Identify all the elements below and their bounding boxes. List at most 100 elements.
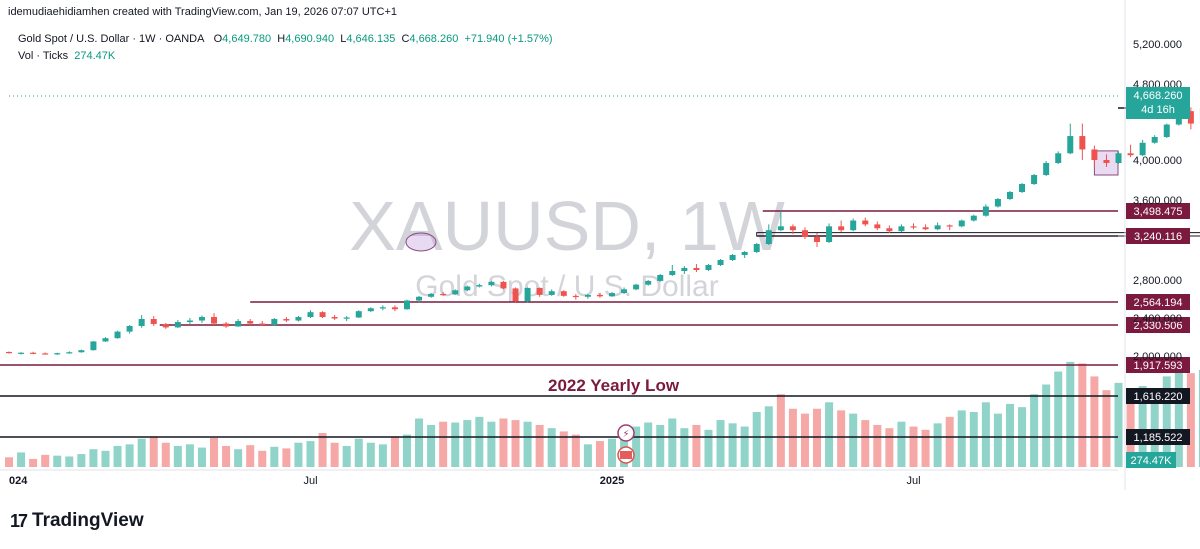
- volume-bar-31: [378, 444, 387, 467]
- candle-body-7: [90, 341, 97, 351]
- candle-body-64: [777, 226, 784, 231]
- candle-body-60: [729, 255, 736, 261]
- volume-bar-18: [222, 445, 231, 467]
- candle-body-26: [319, 312, 326, 318]
- highlight-ellipse: [405, 232, 437, 252]
- candle-body-30: [367, 308, 374, 312]
- volume-bar-3: [41, 454, 50, 467]
- volume-bar-94: [1138, 386, 1147, 467]
- annotation-text: 2022 Yearly Low: [548, 376, 680, 395]
- volume-bar-68: [825, 402, 834, 467]
- symbol-legend[interactable]: Gold Spot / U.S. Dollar · 1W · OANDA O4,…: [18, 33, 553, 45]
- level-badge-3: [1126, 294, 1190, 310]
- candle-body-83: [1006, 192, 1013, 199]
- volume-bar-67: [813, 408, 822, 467]
- volume-bar-6: [77, 454, 86, 467]
- candle-body-54: [657, 275, 664, 281]
- volume-bar-97: [1174, 361, 1183, 467]
- low-label: L: [340, 33, 347, 45]
- volume-bar-19: [234, 449, 243, 467]
- candle-body-10: [126, 325, 133, 332]
- volume-bar-85: [1030, 394, 1039, 467]
- level-badge-4: [1126, 317, 1190, 333]
- candle-body-82: [994, 199, 1001, 207]
- candle-body-4: [54, 353, 61, 355]
- volume-bar-14: [173, 445, 182, 467]
- volume-bar-24: [294, 442, 303, 467]
- candle-body-78: [946, 225, 953, 227]
- candle-body-48: [584, 294, 591, 297]
- candle-body-0: [6, 351, 12, 354]
- volume-bar-41: [499, 418, 508, 467]
- volume-bar-95: [1150, 390, 1159, 467]
- volume-bar-25: [306, 441, 315, 467]
- volume-bar-32: [390, 436, 399, 467]
- low-value: 4,646.135: [346, 33, 396, 45]
- volume-bar-5: [65, 456, 74, 467]
- volume-bar-69: [837, 410, 846, 467]
- current-price-label: 4,668.260: [1134, 90, 1183, 102]
- candle-body-12: [150, 319, 157, 325]
- candle-body-55: [669, 271, 676, 276]
- candle-body-20: [247, 321, 254, 324]
- candle-body-81: [982, 206, 989, 216]
- candle-body-94: [1139, 142, 1146, 156]
- level-badge-2: [1126, 228, 1190, 244]
- volume-bar-12: [149, 436, 158, 467]
- volume-bar-55: [668, 418, 677, 467]
- volume-legend[interactable]: Vol · Ticks 274.47K: [18, 50, 115, 62]
- candle-body-79: [958, 220, 965, 227]
- candle-body-67: [814, 237, 821, 243]
- candle-body-98: [1187, 111, 1194, 124]
- x-tick-2: 2025: [600, 475, 624, 487]
- volume-bar-34: [415, 418, 424, 467]
- candle-body-2: [30, 352, 37, 354]
- volume-bar-72: [873, 424, 882, 467]
- candle-body-19: [235, 321, 242, 327]
- candle-body-92: [1115, 153, 1122, 163]
- candle-body-40: [488, 281, 495, 286]
- candle-body-1: [18, 352, 25, 354]
- volume-bar-40: [487, 421, 496, 467]
- volume-bar-28: [342, 445, 351, 467]
- candle-body-24: [295, 317, 302, 321]
- candle-body-56: [681, 268, 688, 272]
- dividend-event-icon: [617, 424, 635, 442]
- candle-body-41: [500, 281, 507, 289]
- volume-bar-73: [885, 428, 894, 467]
- y-tick-3: 3,600.000: [1133, 195, 1182, 207]
- candle-body-50: [609, 293, 615, 297]
- volume-bar-33: [402, 434, 411, 467]
- volume-bar-80: [969, 412, 978, 467]
- volume-bar-65: [788, 408, 797, 467]
- candle-body-13: [162, 324, 169, 328]
- candle-body-61: [741, 252, 748, 256]
- volume-bar-9: [113, 445, 122, 467]
- lightning-icon: ⚡: [622, 429, 629, 440]
- candle-body-9: [114, 331, 121, 339]
- candle-body-59: [717, 260, 724, 266]
- candle-body-66: [801, 230, 808, 238]
- volume-bar-35: [427, 424, 436, 467]
- level-label-1: 3,498.475: [1134, 206, 1183, 218]
- symbol-name: Gold Spot / U.S. Dollar · 1W · OANDA: [18, 33, 205, 45]
- volume-bar-58: [704, 429, 713, 467]
- volume-bar-46: [559, 431, 568, 467]
- candle-body-77: [934, 225, 941, 230]
- level-label-4: 2,330.506: [1134, 320, 1183, 332]
- candle-body-43: [524, 287, 531, 302]
- volume-bar-39: [475, 416, 484, 467]
- y-tick-2: 4,000.000: [1133, 155, 1182, 167]
- volume-bar-76: [921, 429, 930, 467]
- volume-bar-1: [17, 452, 26, 467]
- candle-body-57: [693, 268, 700, 271]
- candle-body-45: [548, 291, 555, 295]
- volume-bar-48: [583, 444, 592, 467]
- volume-bar-26: [318, 433, 327, 467]
- tradingview-logo[interactable]: 17 TradingView: [10, 510, 144, 532]
- candle-body-89: [1079, 136, 1086, 150]
- candle-body-5: [66, 352, 73, 354]
- volume-bar-57: [692, 424, 701, 467]
- candle-body-27: [331, 317, 338, 319]
